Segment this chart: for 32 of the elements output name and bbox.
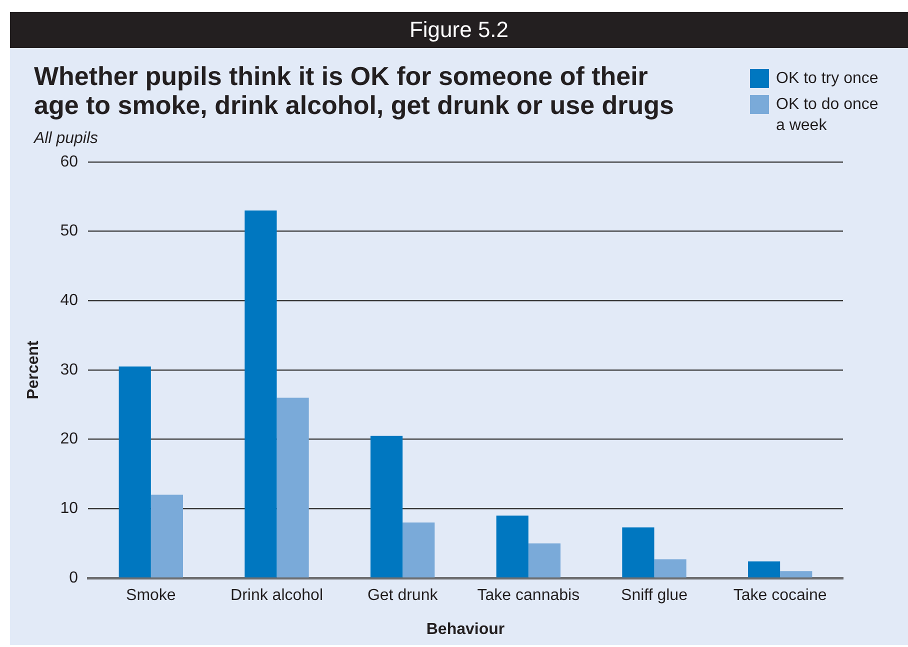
bar [244, 210, 277, 578]
x-tick-label: Drink alcohol [230, 587, 323, 604]
x-tick-label: Sniff glue [621, 587, 688, 604]
y-tick-label: 50 [60, 222, 78, 240]
bar [276, 398, 309, 578]
bar [150, 494, 184, 578]
x-tick-label: Take cannabis [477, 587, 580, 604]
caption: Figure 5.2 [409, 17, 509, 43]
y-tick-label: 60 [60, 153, 78, 170]
bar [748, 561, 780, 578]
y-tick-label: 0 [69, 569, 78, 586]
x-axis-title: Behaviour [426, 620, 505, 638]
y-tick-label: 20 [60, 430, 78, 448]
bar [622, 527, 654, 578]
bar [402, 522, 435, 578]
x-tick-label: Get drunk [367, 587, 439, 604]
y-tick-label: 30 [60, 361, 78, 378]
y-tick-label: 10 [60, 500, 78, 518]
bar [780, 571, 812, 578]
chart-subtitle: All pupils [34, 130, 98, 148]
bar [654, 559, 686, 578]
bar [370, 436, 403, 578]
chart-title: Whether pupils think it is OK for someone of their age to smoke, drink alcohol, get drunk or use drugs [34, 61, 676, 120]
bar [118, 366, 151, 578]
bar [528, 543, 561, 578]
legend-label: OK to try once [776, 69, 880, 89]
x-tick-label: Take cocaine [733, 587, 827, 604]
legend-label: OK to do once a week [776, 95, 880, 136]
y-tick-label: 40 [60, 292, 78, 310]
x-tick-label: Smoke [126, 587, 176, 604]
bar [496, 516, 528, 578]
y-axis-title: Percent [25, 340, 42, 400]
